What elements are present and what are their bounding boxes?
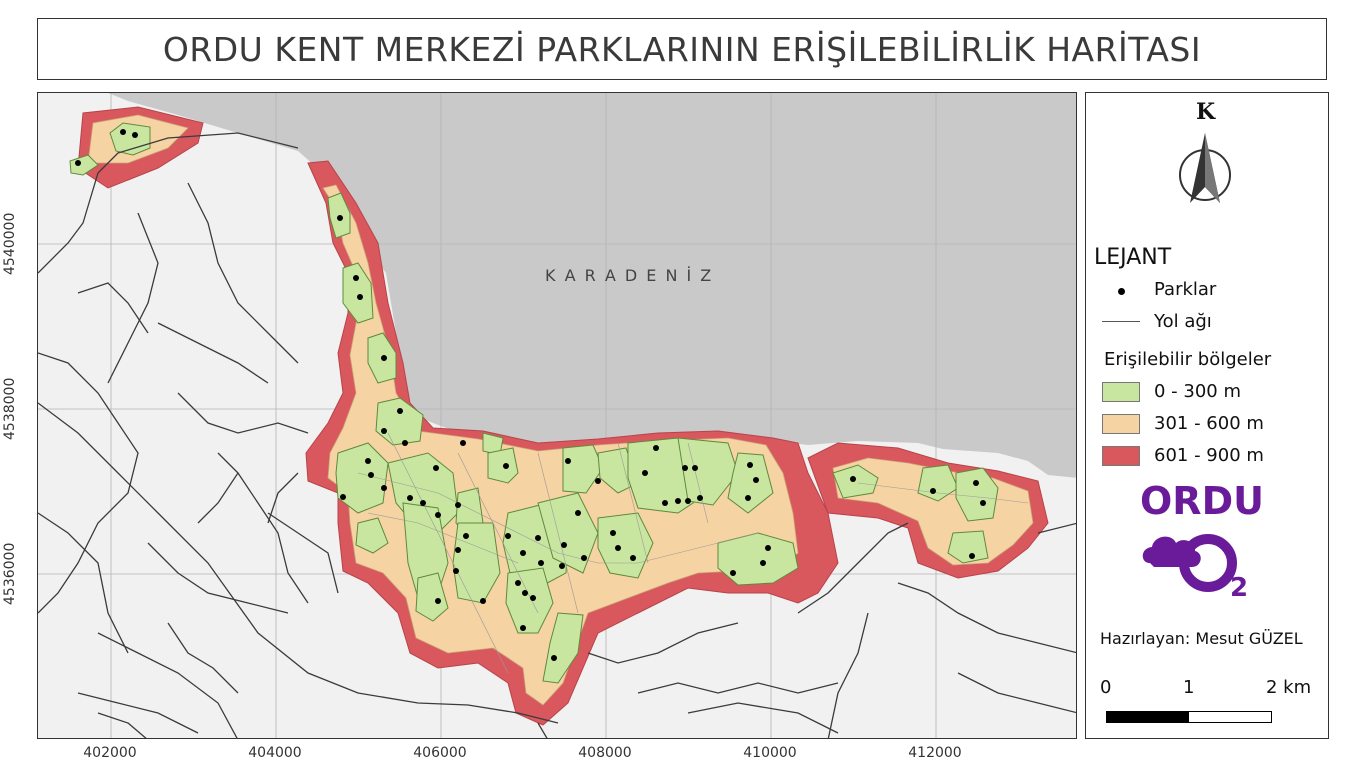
zone-swatch: [1102, 381, 1140, 402]
x-tick-label: 406000: [413, 745, 467, 761]
x-tick-label: 412000: [908, 745, 962, 761]
road-line-icon: [1102, 321, 1140, 322]
map-title-box: ORDU KENT MERKEZİ PARKLARININ ERİŞİLEBİL…: [37, 18, 1327, 80]
sea-label: K A R A D E N İ Z: [545, 266, 714, 285]
map-title: ORDU KENT MERKEZİ PARKLARININ ERİŞİLEBİL…: [162, 29, 1202, 69]
legend-item-roads: Yol ağı: [1102, 311, 1212, 332]
x-tick-label: 410000: [743, 745, 797, 761]
legend-label: Yol ağı: [1154, 311, 1212, 332]
scale-segment-dark: [1107, 712, 1189, 722]
north-arrow-label: K: [1196, 99, 1216, 125]
scale-label: 2 km: [1266, 677, 1312, 698]
map-frame[interactable]: K A R A D E N İ Z: [37, 92, 1077, 739]
zone-601-900: [77, 106, 1049, 726]
legend-title: LEJANT: [1094, 245, 1172, 270]
zone-swatch: [1102, 413, 1140, 434]
legend-label: 301 - 600 m: [1154, 413, 1264, 434]
legend-label: 601 - 900 m: [1154, 445, 1264, 466]
y-tick-label: 4540000: [2, 212, 18, 275]
legend-label: 0 - 300 m: [1154, 381, 1242, 402]
park-points: [75, 129, 986, 661]
zone-301-600: [87, 114, 1034, 706]
scale-label: 0: [1100, 677, 1112, 698]
scale-segment-light: [1189, 712, 1271, 722]
street-network: [357, 432, 1029, 674]
x-tick-label: 402000: [83, 745, 137, 761]
logo-subscript: 2: [1230, 573, 1249, 603]
x-tick-label: 408000: [578, 745, 632, 761]
cloud-o-icon: [1142, 534, 1237, 592]
y-tick-label: 4538000: [2, 377, 18, 440]
north-arrow: K: [1170, 99, 1240, 209]
legend-item-zone: 0 - 300 m: [1102, 381, 1241, 402]
legend-zones-title: Erişilebilir bölgeler: [1104, 349, 1272, 370]
zone-swatch: [1102, 445, 1140, 466]
legend-panel: K LEJANT Parklar Yol ağı Erişilebilir bö…: [1085, 92, 1329, 739]
x-tick-label: 404000: [248, 745, 302, 761]
y-tick-label: 4536000: [2, 542, 18, 605]
legend-item-zone: 301 - 600 m: [1102, 413, 1264, 434]
legend-item-parks: Parklar: [1102, 279, 1216, 300]
logo-text: ORDU: [1140, 479, 1264, 523]
park-point-icon: [1102, 279, 1140, 300]
map-canvas[interactable]: [38, 93, 1077, 739]
ordu-o2-logo: ORDU 2: [1136, 479, 1276, 609]
scale-bar: [1106, 711, 1272, 723]
scale-label: 1: [1183, 677, 1195, 698]
legend-label: Parklar: [1154, 279, 1217, 300]
north-arrow-icon: [1179, 133, 1231, 203]
sea-area: [108, 93, 1076, 478]
road-network: [38, 132, 1076, 738]
author-credit: Hazırlayan: Mesut GÜZEL: [1100, 629, 1303, 648]
legend-item-zone: 601 - 900 m: [1102, 445, 1264, 466]
